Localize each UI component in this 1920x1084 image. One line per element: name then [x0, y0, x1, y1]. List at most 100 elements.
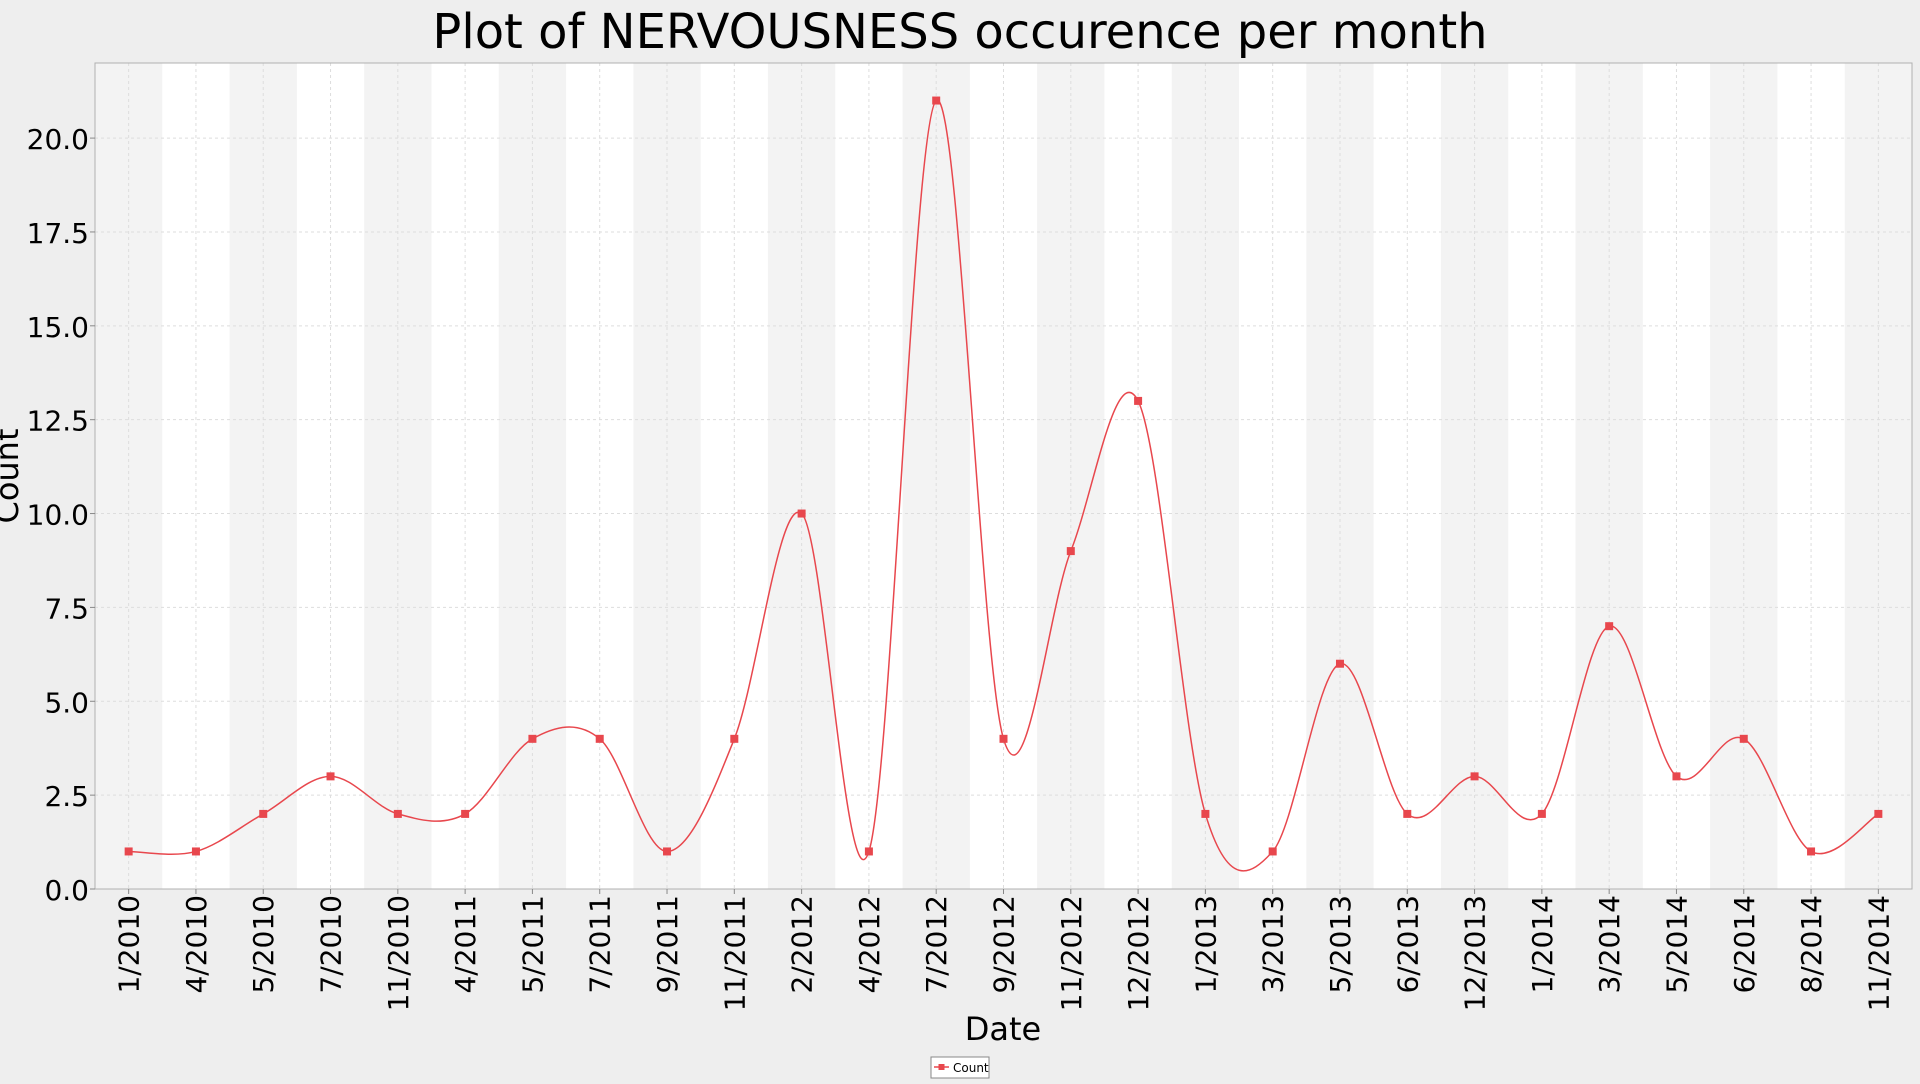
- x-tick-label: 2/2012: [786, 895, 819, 994]
- y-tick-label: 10.0: [27, 499, 89, 532]
- x-tick-label: 4/2010: [180, 895, 213, 994]
- category-band: [431, 63, 500, 889]
- gridlines: [95, 63, 1912, 890]
- data-point-marker: [1201, 809, 1210, 818]
- y-axis-label: Count: [0, 428, 26, 523]
- data-point-marker: [191, 847, 200, 856]
- data-point-marker: [1134, 396, 1143, 405]
- category-band: [95, 63, 163, 889]
- data-point-marker: [1807, 847, 1816, 856]
- x-tick-label: 5/2014: [1660, 895, 1693, 994]
- x-tick-label: 5/2013: [1324, 895, 1357, 994]
- data-point-marker: [1066, 547, 1075, 556]
- x-tick-label: 6/2014: [1728, 895, 1761, 994]
- category-band: [633, 63, 702, 889]
- y-tick-label: 7.5: [44, 592, 89, 625]
- category-band: [296, 63, 365, 889]
- data-point-marker: [1874, 809, 1883, 818]
- legend-marker-swatch: [938, 1064, 945, 1070]
- data-point-marker: [1470, 772, 1479, 781]
- data-point-marker: [864, 847, 873, 856]
- legend: Count: [930, 1056, 990, 1079]
- y-tick-label: 0.0: [44, 874, 89, 907]
- y-tick-label: 5.0: [44, 686, 89, 719]
- y-tick-label: 12.5: [27, 405, 89, 438]
- data-point-marker: [1268, 847, 1277, 856]
- x-tick-label: 9/2011: [651, 895, 684, 994]
- category-band: [498, 63, 567, 889]
- data-point-marker: [528, 734, 537, 743]
- x-tick-label: 5/2010: [247, 895, 280, 994]
- data-point-marker: [124, 847, 133, 856]
- category-bands: [95, 63, 1913, 889]
- x-tick-label: 1/2010: [113, 895, 146, 994]
- data-point-marker: [393, 809, 402, 818]
- category-band: [162, 63, 231, 889]
- y-tick-label: 17.5: [27, 217, 89, 250]
- category-band: [1171, 63, 1240, 889]
- x-tick-label: 7/2010: [315, 895, 348, 994]
- category-band: [1777, 63, 1846, 889]
- legend-box: [930, 1056, 990, 1079]
- x-tick-label: 4/2011: [449, 895, 482, 994]
- x-tick-label: 9/2012: [988, 895, 1021, 994]
- x-tick-label: 12/2012: [1122, 895, 1155, 1011]
- x-tick-label: 11/2010: [382, 895, 415, 1011]
- category-band: [1710, 63, 1778, 889]
- x-tick-label: 11/2012: [1055, 895, 1088, 1011]
- x-axis-label: Date: [965, 1010, 1041, 1048]
- data-point-marker: [326, 772, 335, 781]
- data-point-marker: [663, 847, 672, 856]
- category-band: [1373, 63, 1442, 889]
- data-point-marker: [1537, 809, 1546, 818]
- series-markers: [124, 96, 1883, 856]
- category-band: [229, 63, 298, 889]
- data-point-marker: [999, 734, 1008, 743]
- data-point-marker: [730, 734, 739, 743]
- legend-label-count: Count: [953, 1061, 989, 1075]
- data-point-marker: [461, 809, 470, 818]
- data-point-marker: [797, 509, 806, 518]
- data-point-marker: [1739, 734, 1748, 743]
- x-tick-label: 4/2012: [853, 895, 886, 994]
- category-band: [364, 63, 432, 889]
- data-point-marker: [932, 96, 941, 105]
- category-band: [1575, 63, 1644, 889]
- category-band: [566, 63, 634, 889]
- category-band: [700, 63, 769, 889]
- x-tick-label: 12/2013: [1459, 895, 1492, 1011]
- category-band: [767, 63, 836, 889]
- x-tick-label: 8/2014: [1795, 895, 1828, 994]
- x-tick-label: 11/2014: [1862, 895, 1895, 1011]
- x-tick-label: 6/2013: [1391, 895, 1424, 994]
- x-tick-label: 1/2014: [1526, 895, 1559, 994]
- y-tick-label: 2.5: [44, 780, 89, 813]
- category-band: [1642, 63, 1711, 889]
- data-point-marker: [1403, 809, 1412, 818]
- data-point-marker: [595, 734, 604, 743]
- data-point-marker: [1672, 772, 1681, 781]
- data-point-marker: [259, 809, 268, 818]
- x-tick-label: 5/2011: [516, 895, 549, 994]
- category-band: [1104, 63, 1173, 889]
- x-tick-label: 3/2013: [1257, 895, 1290, 994]
- x-tick-label: 7/2011: [584, 895, 617, 994]
- chart-title: Plot of NERVOUSNESS occurence per month: [432, 4, 1487, 60]
- x-tick-label: 11/2011: [718, 895, 751, 1011]
- x-axis-ticks: 1/2010 4/2010 5/2010 7/2010 11/2010 4/2011 5/2…: [113, 889, 1895, 1011]
- x-tick-label: 7/2012: [920, 895, 953, 994]
- category-band: [835, 63, 904, 889]
- y-tick-label: 15.0: [27, 311, 89, 344]
- category-band: [1239, 63, 1307, 889]
- y-tick-label: 20.0: [27, 123, 89, 156]
- category-band: [902, 63, 971, 889]
- x-tick-label: 1/2013: [1189, 895, 1222, 994]
- category-band: [1440, 63, 1509, 889]
- data-point-marker: [1335, 659, 1344, 668]
- x-tick-label: 3/2014: [1593, 895, 1626, 994]
- y-axis-ticks: 0.0 2.5 5.0 7.5 10.0 12.5 15.0 17.5 20.0: [27, 123, 95, 907]
- data-point-marker: [1605, 622, 1614, 631]
- category-band: [1844, 63, 1913, 889]
- category-band: [969, 63, 1038, 889]
